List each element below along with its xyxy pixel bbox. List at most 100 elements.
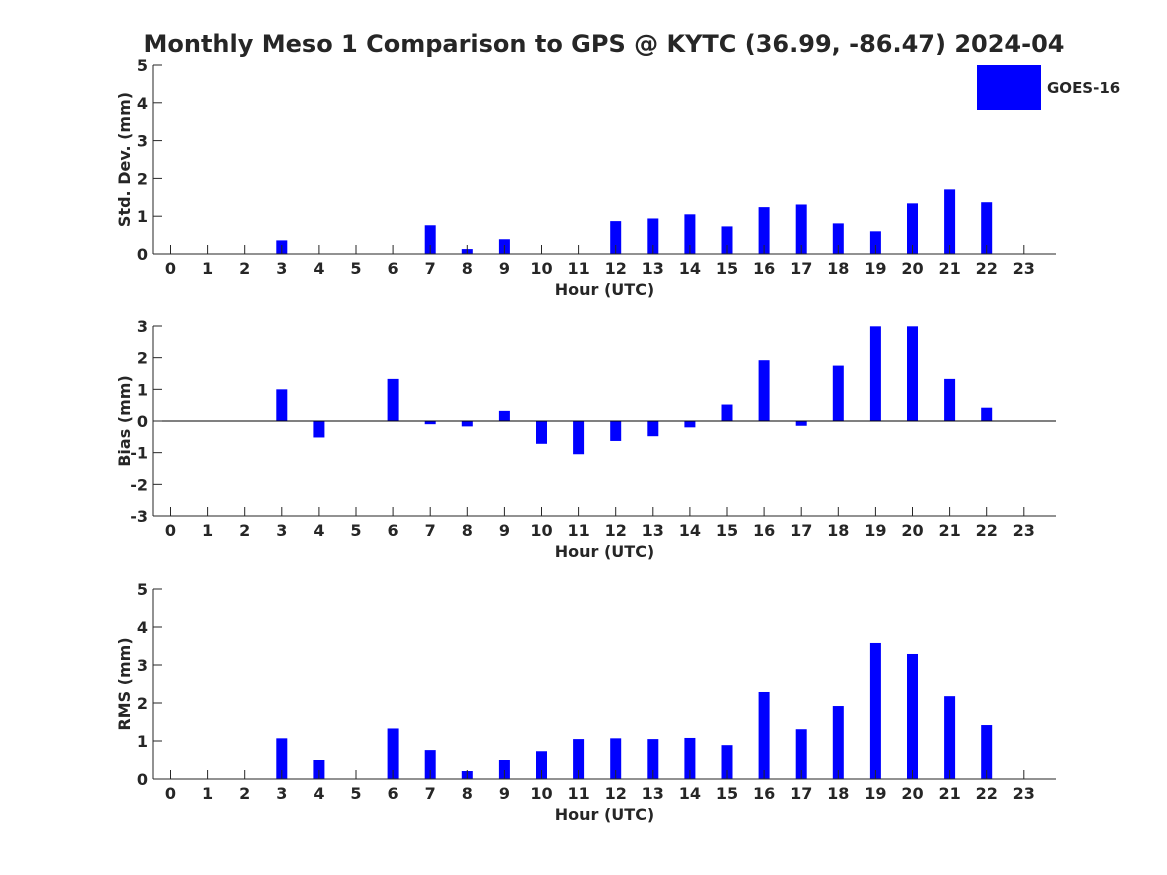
bias-x-tick-label: 19 [864,521,886,540]
bias-bar-hour-11 [573,421,585,455]
bias-x-tick-label: 18 [827,521,849,540]
std-dev-bar-hour-16 [758,207,770,254]
bias-bar-hour-18 [832,365,844,421]
bias-x-tick-label: 9 [499,521,510,540]
std-dev-x-tick-label: 22 [976,259,998,278]
bias-x-axis-label: Hour (UTC) [555,542,655,561]
rms-x-tick-label: 5 [350,784,361,803]
std-dev-y-tick-label: 2 [137,169,148,188]
std-dev-x-tick-label: 21 [938,259,960,278]
bias-bar-hour-14 [684,421,696,428]
std-dev-x-tick-label: 20 [901,259,923,278]
std-dev-x-tick-label: 11 [567,259,589,278]
std-dev-x-tick-label: 2 [239,259,250,278]
rms-bar-hour-21 [944,696,956,779]
bias-x-tick-label: 11 [567,521,589,540]
std-dev-x-tick-label: 7 [425,259,436,278]
rms-x-tick-label: 4 [313,784,324,803]
bias-bar-hour-10 [536,421,547,444]
bias-bar-hour-6 [387,378,399,421]
std-dev-x-tick-label: 17 [790,259,812,278]
rms-bar-hour-13 [647,739,659,779]
std-dev-x-tick-label: 3 [276,259,287,278]
bias-bar-hour-13 [647,421,659,437]
rms-y-tick-label: 5 [137,580,148,599]
rms-x-tick-label: 1 [202,784,213,803]
rms-x-tick-label: 0 [165,784,176,803]
std-dev-x-tick-label: 12 [605,259,627,278]
bias-bar-hour-19 [869,326,881,421]
bias-x-tick-label: 12 [605,521,627,540]
std-dev-x-tick-label: 13 [642,259,664,278]
rms-bar-hour-9 [498,760,510,779]
bias-x-tick-label: 20 [901,521,923,540]
std-dev-bar-hour-18 [832,223,844,254]
rms-x-tick-label: 12 [605,784,627,803]
std-dev-bar-hour-7 [424,225,436,254]
bias-bar-hour-17 [795,421,807,426]
bias-x-tick-label: 6 [388,521,399,540]
bias-y-tick-label: -2 [130,475,148,494]
rms-x-tick-label: 13 [642,784,664,803]
bias-y-tick-label: 2 [137,349,148,368]
std-dev-bar-hour-12 [610,221,622,254]
bias-x-tick-label: 8 [462,521,473,540]
bias-x-tick-label: 17 [790,521,812,540]
rms-bar-hour-12 [610,738,622,779]
legend-swatch [977,65,1041,110]
bias-y-tick-label: -1 [130,444,148,463]
rms-x-tick-label: 6 [388,784,399,803]
bias-x-tick-label: 22 [976,521,998,540]
chart-title: Monthly Meso 1 Comparison to GPS @ KYTC … [144,30,1065,58]
rms-x-tick-label: 18 [827,784,849,803]
bias-bar-hour-3 [276,389,288,421]
bias-x-tick-label: 10 [530,521,552,540]
std-dev-bar-hour-15 [721,226,733,254]
bias-bar-hour-7 [424,421,436,425]
legend-label: GOES-16 [1047,79,1120,97]
bias-x-tick-label: 4 [313,521,324,540]
rms-x-tick-label: 14 [679,784,701,803]
std-dev-x-tick-label: 16 [753,259,775,278]
std-dev-bar-hour-22 [981,202,993,254]
std-dev-x-tick-label: 5 [350,259,361,278]
rms-x-tick-label: 17 [790,784,812,803]
std-dev-y-tick-label: 5 [137,56,148,75]
bias-bar-hour-20 [907,326,918,421]
rms-x-tick-label: 11 [567,784,589,803]
rms-bar-hour-11 [573,739,585,779]
std-dev-x-tick-label: 23 [1013,259,1035,278]
rms-y-tick-label: 4 [137,618,148,637]
std-dev-y-tick-label: 4 [137,94,148,113]
bias-x-tick-label: 0 [165,521,176,540]
bias-bar-hour-12 [610,421,622,441]
rms-y-tick-label: 1 [137,732,148,751]
rms-x-tick-label: 16 [753,784,775,803]
rms-bar-hour-7 [424,750,436,779]
bias-y-tick-label: 3 [137,317,148,336]
std-dev-x-tick-label: 6 [388,259,399,278]
std-dev-x-tick-label: 10 [530,259,552,278]
bias-bar-hour-15 [721,404,733,421]
bias-bar-hour-16 [758,360,770,421]
bias-bar-hour-4 [313,421,325,438]
bias-x-tick-label: 2 [239,521,250,540]
std-dev-bar-hour-13 [647,218,659,254]
rms-bar-hour-3 [276,738,288,779]
std-dev-bar-hour-19 [869,231,881,254]
bias-x-tick-label: 21 [938,521,960,540]
rms-x-tick-label: 3 [276,784,287,803]
bias-bar-hour-9 [498,410,510,421]
std-dev-y-tick-label: 0 [137,245,148,264]
std-dev-x-tick-label: 18 [827,259,849,278]
rms-bar-hour-14 [684,737,696,779]
bias-bar-hour-22 [981,407,993,421]
bias-y-tick-label: -3 [130,507,148,526]
bias-y-axis-label: Bias (mm) [115,375,134,467]
rms-bar-hour-22 [981,725,993,779]
std-dev-x-tick-label: 1 [202,259,213,278]
std-dev-bar-hour-21 [944,189,956,254]
rms-x-tick-label: 10 [530,784,552,803]
